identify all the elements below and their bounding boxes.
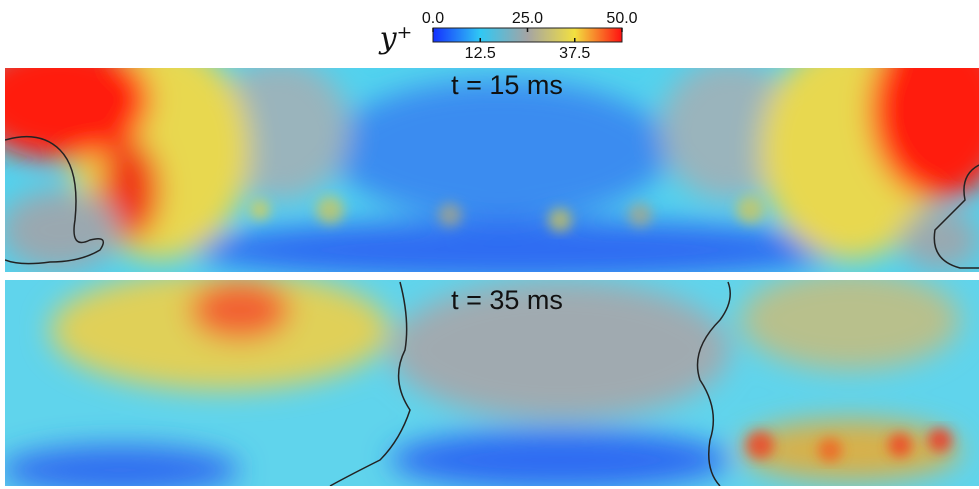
panel-label: t = 35 ms: [451, 285, 563, 315]
field-panel-2: [5, 280, 979, 486]
colorbar-label: y⁺: [378, 21, 413, 56]
colorbar-tick-label: 0.0: [422, 10, 444, 27]
field-panel-1: [5, 68, 979, 272]
colorbar-tick-label: 37.5: [559, 45, 590, 62]
colorbar-tick-label: 25.0: [512, 10, 543, 27]
panel-label: t = 15 ms: [451, 70, 563, 100]
colorbar-tick-label: 50.0: [606, 10, 637, 27]
colorbar-tick-label: 12.5: [465, 45, 496, 62]
